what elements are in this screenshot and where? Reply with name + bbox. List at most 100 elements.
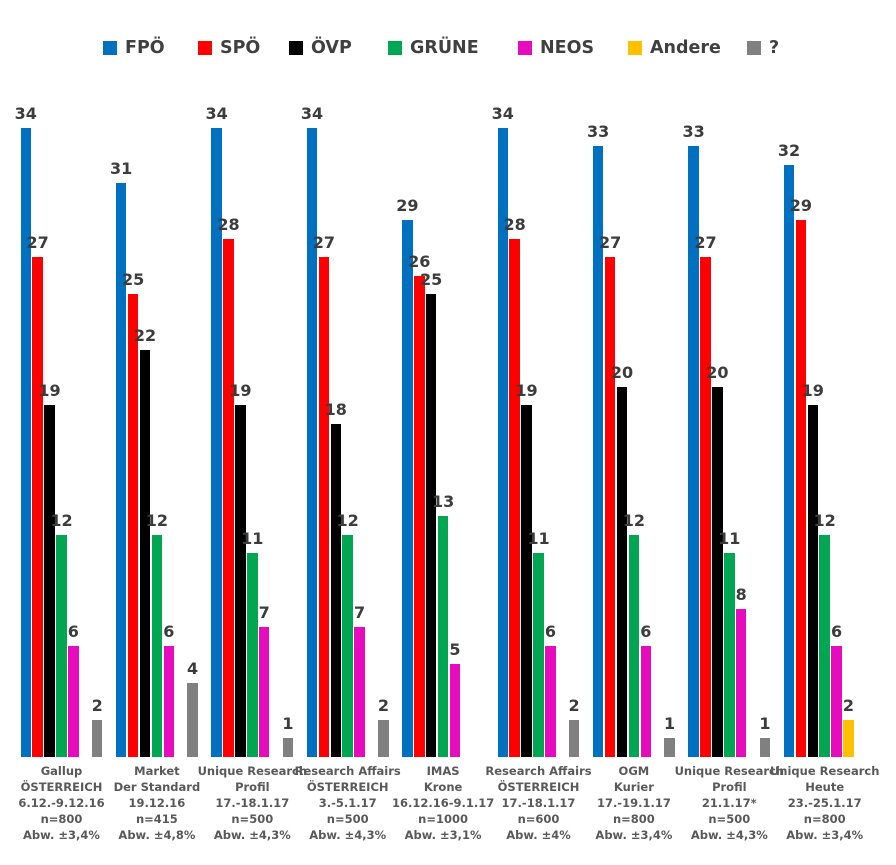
poll-label-line: Krone [423, 780, 463, 794]
bar-neos-group9 [831, 646, 842, 757]
bar-spoe-group7 [604, 257, 616, 757]
bar-oevp-group5 [425, 294, 437, 757]
poll-label-line: 16.12.16-9.1.17 [391, 796, 495, 810]
bar-fpoe-group8 [688, 146, 699, 757]
bar-neos-group2 [163, 646, 174, 757]
bar-unknown-group8 [759, 738, 771, 757]
bar-unknown-group1 [91, 720, 103, 757]
bar-value-label-fpoe-group9: 32 [777, 141, 801, 160]
poll-label-group3: Unique Research Profil 17.-18.1.17 n=500 Abw… [198, 763, 307, 843]
bar-value-label-neos-group4: 7 [354, 603, 366, 622]
bar-value-label-oevp-group6: 19 [515, 381, 538, 400]
bar-value-label-andere-group9: 2 [842, 696, 855, 715]
bar-value-label-gruene-group9: 12 [813, 511, 836, 530]
bar-value-label-unknown-group4: 2 [377, 696, 389, 715]
legend-item-gruene: GRÜNE [388, 38, 479, 58]
bar-gruene-group5 [437, 516, 449, 757]
poll-label-line: Heute [805, 780, 845, 794]
poll-label-line: Abw. ±3,4% [595, 828, 673, 842]
bar-value-label-oevp-group1: 19 [38, 381, 61, 400]
bar-fpoe-group5 [402, 220, 413, 757]
poll-label-line: Unique Research [197, 764, 308, 778]
bar-gruene-group3 [247, 553, 258, 757]
bar-gruene-group2 [151, 535, 163, 757]
bar-unknown-group7 [664, 738, 675, 757]
poll-label-line: Abw. ±3,1% [404, 828, 482, 842]
bar-gruene-group4 [342, 535, 353, 757]
legend-label-neos: NEOS [540, 38, 595, 58]
bar-value-label-unknown-group2: 4 [187, 659, 199, 678]
bar-spoe-group2 [127, 294, 139, 757]
bar-value-label-neos-group8: 8 [735, 585, 747, 604]
bar-value-label-fpoe-group3: 34 [205, 104, 228, 123]
legend-item-neos: NEOS [518, 38, 594, 58]
bar-value-label-oevp-group4: 18 [324, 400, 347, 419]
bar-value-label-gruene-group7: 12 [622, 511, 646, 530]
poll-label-line: 21.1.17* [701, 796, 757, 810]
legend-swatch-andere-icon [628, 41, 642, 55]
bar-spoe-group1 [32, 257, 43, 757]
poll-label-line: Research Affairs [485, 764, 592, 778]
legend-label-fpoe: FPÖ [125, 38, 165, 58]
bar-unknown-group2 [187, 683, 198, 757]
bar-unknown-group4 [378, 720, 389, 757]
bar-value-label-spoe-group3: 28 [217, 215, 240, 234]
bar-value-label-gruene-group6: 11 [527, 529, 550, 548]
bar-value-label-spoe-group5: 26 [408, 252, 431, 271]
bar-value-label-oevp-group2: 22 [133, 326, 157, 345]
poll-label-group8: Unique Research Profil 21.1.17* n=500 Abw. ±… [675, 763, 784, 843]
poll-label-group1: Gallup ÖSTERREICH 6.12.-9.12.16 n=800 Abw. ±… [14, 763, 110, 843]
bar-value-label-spoe-group6: 28 [503, 215, 526, 234]
legend-label-unknown: ? [769, 38, 780, 58]
poll-label-line: 17.-18.1.17 [215, 796, 290, 810]
bar-value-label-neos-group2: 6 [163, 622, 175, 641]
poll-label-line: Abw. ±3,4% [786, 828, 864, 842]
poll-label-group2: Market Der Standard 19.12.16 n=415 Abw. ±4,8… [109, 763, 205, 843]
bar-value-label-gruene-group8: 11 [718, 529, 741, 548]
poll-label-line: Abw. ±3,4% [23, 828, 100, 842]
poll-label-line: Kurier [613, 780, 654, 794]
bar-value-label-neos-group7: 6 [640, 622, 652, 641]
bar-value-label-neos-group9: 6 [831, 622, 843, 641]
poll-label-line: Abw. ±4,3% [213, 828, 291, 842]
poll-label-line: Profil [712, 780, 747, 794]
bar-value-label-oevp-group9: 19 [801, 381, 824, 400]
bar-oevp-group6 [521, 405, 532, 757]
bar-value-label-spoe-group2: 25 [121, 270, 145, 289]
bar-unknown-group6 [568, 720, 580, 757]
poll-label-line: 17.-19.1.17 [596, 796, 671, 810]
poll-label-line: n=800 [40, 812, 83, 826]
bar-value-label-neos-group6: 6 [544, 622, 556, 641]
poll-label-line: 23.-25.1.17 [787, 796, 862, 810]
bar-oevp-group4 [330, 424, 341, 757]
poll-label-line: ÖSTERREICH [20, 780, 103, 794]
bar-value-label-fpoe-group5: 29 [396, 196, 419, 215]
bar-value-label-fpoe-group2: 31 [110, 159, 133, 178]
poll-label-line: Der Standard [113, 780, 201, 794]
legend-label-oevp: ÖVP [311, 38, 352, 58]
poll-label-line: n=500 [326, 812, 369, 826]
bar-gruene-group6 [533, 553, 544, 757]
bar-value-label-gruene-group5: 13 [431, 492, 455, 511]
bar-value-label-gruene-group3: 11 [241, 529, 264, 548]
bar-value-label-neos-group3: 7 [258, 603, 270, 622]
bar-gruene-group7 [628, 535, 640, 757]
poll-label-line: n=500 [231, 812, 274, 826]
poll-label-line: n=1000 [418, 812, 469, 826]
bar-neos-group4 [354, 627, 365, 757]
legend-label-andere: Andere [650, 38, 721, 58]
bar-value-label-oevp-group5: 25 [420, 270, 443, 289]
poll-label-line: Profil [235, 780, 270, 794]
bar-spoe-group4 [318, 257, 330, 757]
bar-andere-group9 [843, 720, 854, 757]
bar-spoe-group3 [223, 239, 234, 757]
legend-swatch-gruene-icon [388, 41, 402, 55]
bar-neos-group1 [68, 646, 79, 757]
legend-item-fpoe: FPÖ [103, 38, 165, 58]
bar-spoe-group5 [414, 276, 425, 757]
bar-neos-group7 [640, 646, 651, 757]
bar-value-label-unknown-group6: 2 [568, 696, 580, 715]
bar-fpoe-group2 [115, 183, 127, 757]
poll-label-group9: Unique Research Heute 23.-25.1.17 n=800 Abw.… [770, 763, 879, 843]
